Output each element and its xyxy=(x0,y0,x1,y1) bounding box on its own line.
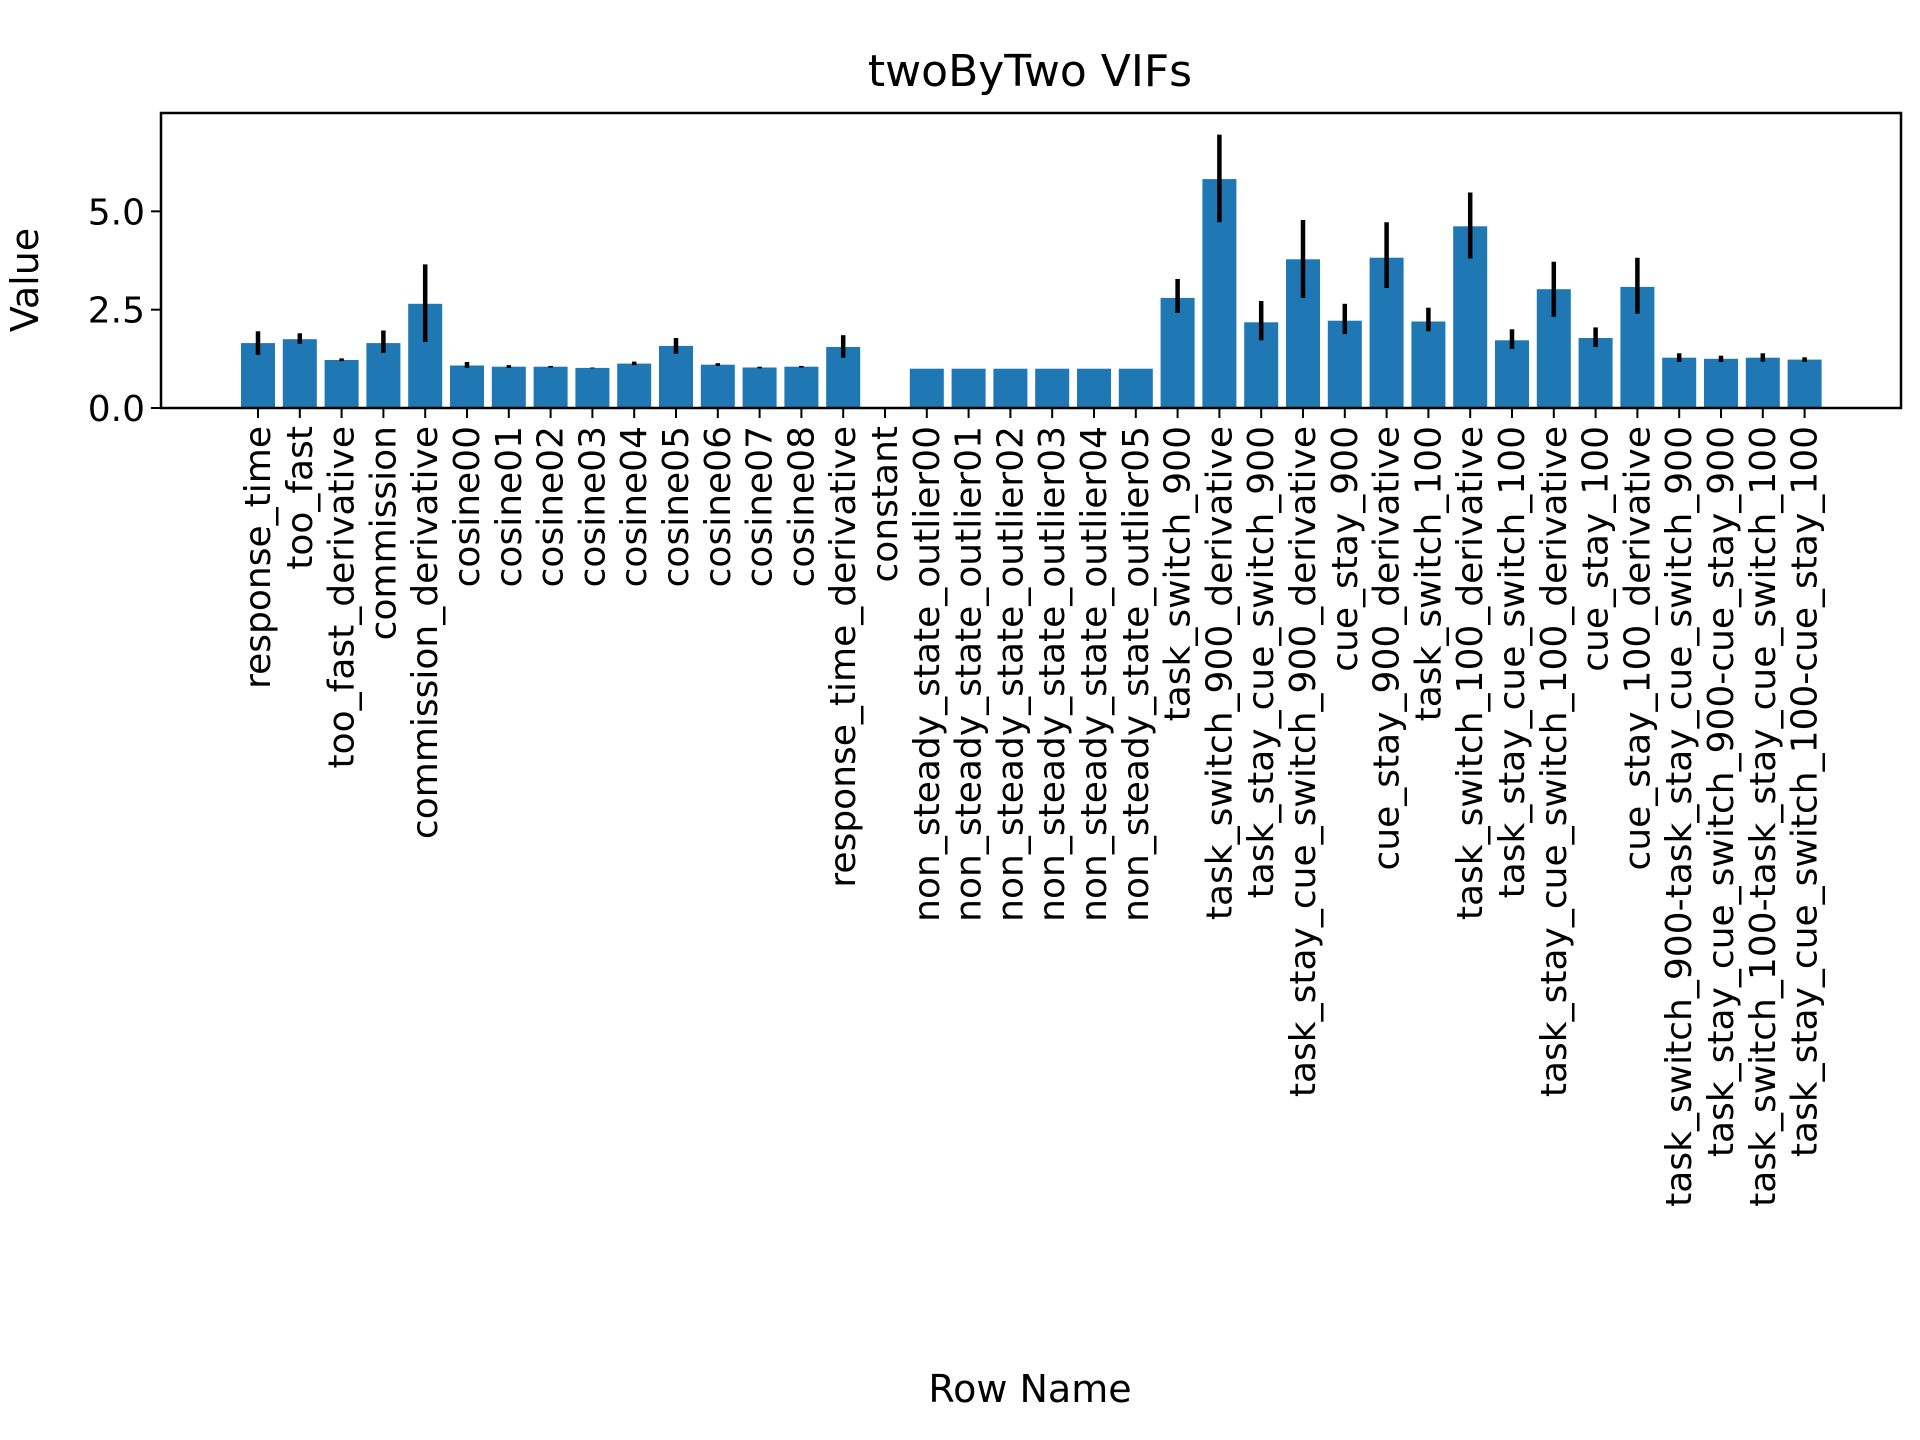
x-tick-label: task_switch_900-task_stay_cue_switch_900 xyxy=(1659,426,1700,1207)
x-tick-label: non_steady_state_outlier02 xyxy=(990,426,1031,922)
bar xyxy=(1035,368,1070,408)
x-tick-label: cosine02 xyxy=(531,426,572,587)
x-tick-label: commission xyxy=(363,426,404,640)
bar xyxy=(1160,297,1195,408)
bar xyxy=(1662,357,1697,408)
bar xyxy=(659,345,693,408)
x-tick-label: non_steady_state_outlier04 xyxy=(1074,426,1115,922)
x-tick-label: cosine01 xyxy=(489,426,530,587)
x-tick-label: cue_stay_100_derivative xyxy=(1617,426,1658,870)
chart-title: twoByTwo VIFs xyxy=(868,46,1192,97)
x-tick-label: too_fast xyxy=(280,426,321,570)
bar xyxy=(1118,368,1153,408)
x-tick-label: task_switch_900 xyxy=(1158,426,1199,721)
bar xyxy=(1704,358,1738,408)
x-tick-label: cosine04 xyxy=(614,426,655,587)
x-tick-label: task_stay_cue_switch_900 xyxy=(1241,426,1282,898)
x-tick-label: non_steady_state_outlier00 xyxy=(907,426,948,922)
bar xyxy=(1077,368,1111,408)
bar xyxy=(1578,338,1613,408)
bar xyxy=(1495,340,1529,408)
tick-layer: response_time too_fast too_fast_derivative… xyxy=(88,192,1826,1206)
bar xyxy=(575,367,610,408)
bar xyxy=(617,363,652,408)
x-tick-label: non_steady_state_outlier01 xyxy=(949,426,990,922)
bar xyxy=(784,366,819,408)
x-tick-label: commission_derivative xyxy=(405,426,446,839)
x-tick-label: task_stay_cue_switch_100-cue_stay_100 xyxy=(1785,426,1826,1157)
x-tick-label: task_switch_100_derivative xyxy=(1450,426,1491,920)
bar xyxy=(1327,320,1362,408)
x-tick-label: cosine06 xyxy=(698,426,739,587)
x-tick-label: task_switch_900_derivative xyxy=(1199,426,1240,920)
bar xyxy=(533,366,568,408)
bar xyxy=(1787,359,1822,408)
bar xyxy=(951,368,986,408)
bar xyxy=(909,368,944,408)
bar xyxy=(742,367,777,408)
plot-area xyxy=(241,134,1822,408)
x-tick-label: cosine05 xyxy=(656,426,697,587)
x-tick-label: task_stay_cue_switch_100_derivative xyxy=(1534,426,1575,1097)
x-tick-label: cosine07 xyxy=(740,426,781,587)
x-tick-label: non_steady_state_outlier05 xyxy=(1116,426,1157,922)
x-tick-label: cosine03 xyxy=(572,426,613,587)
x-tick-label: cue_stay_900 xyxy=(1325,426,1366,672)
x-tick-label: response_time xyxy=(238,426,279,689)
bar xyxy=(1745,357,1780,408)
y-tick-label: 2.5 xyxy=(88,291,145,332)
bar xyxy=(450,365,484,408)
x-tick-label: cue_stay_900_derivative xyxy=(1367,426,1408,870)
x-tick-label: task_switch_100 xyxy=(1408,426,1449,721)
x-tick-label: task_stay_cue_switch_900_derivative xyxy=(1283,426,1324,1097)
bar xyxy=(1411,321,1446,408)
x-tick-label: non_steady_state_outlier03 xyxy=(1032,426,1073,922)
bar xyxy=(491,366,526,408)
x-axis-label: Row Name xyxy=(928,1367,1131,1411)
bar xyxy=(324,360,359,408)
x-tick-label: too_fast_derivative xyxy=(322,426,363,769)
x-tick-label: cue_stay_100 xyxy=(1576,426,1617,672)
bar xyxy=(993,368,1028,408)
y-tick-label: 0.0 xyxy=(88,389,145,430)
x-tick-label: task_switch_100-task_stay_cue_switch_100 xyxy=(1743,426,1784,1207)
x-tick-label: task_stay_cue_switch_100 xyxy=(1492,426,1533,898)
x-tick-label: constant xyxy=(865,426,906,583)
bar xyxy=(366,343,401,408)
bar xyxy=(282,339,317,408)
axes-frame xyxy=(159,111,1903,410)
bar xyxy=(700,364,735,408)
x-tick-label: task_stay_cue_switch_900-cue_stay_900 xyxy=(1701,426,1742,1157)
y-tick-label: 5.0 xyxy=(88,192,145,233)
x-tick-label: response_time_derivative xyxy=(823,426,864,888)
x-tick-label: cosine00 xyxy=(447,426,488,587)
x-tick-label: cosine08 xyxy=(781,426,822,587)
y-axis-label: Value xyxy=(3,228,47,332)
